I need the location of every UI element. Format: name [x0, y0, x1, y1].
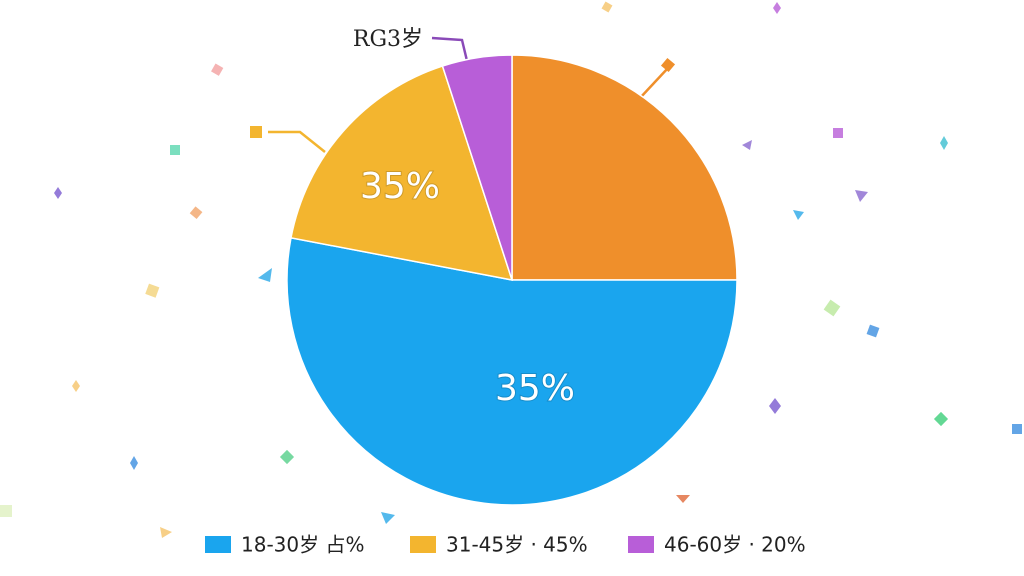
annotation: RG3岁	[353, 27, 423, 52]
annotations: 35% 35% RG3岁	[353, 27, 576, 410]
leader-lines	[250, 36, 676, 153]
legend-swatch	[205, 536, 231, 553]
legend: 18-30岁 占% 31-45岁 · 45% 46-60岁 · 20%	[205, 533, 806, 557]
annotation: 35%	[360, 166, 440, 207]
pie-slice	[441, 54, 513, 281]
legend-label: 31-45岁 · 45%	[446, 533, 588, 557]
legend-label: 46-60岁 · 20%	[664, 533, 806, 557]
pie-slice	[290, 65, 514, 281]
pie	[286, 54, 738, 506]
legend-swatch	[628, 536, 654, 553]
pie-slice	[511, 54, 738, 281]
pie-slice	[286, 236, 738, 506]
legend-label: 18-30岁 占%	[241, 533, 364, 557]
legend-swatch	[410, 536, 436, 553]
confetti	[0, 1, 1022, 538]
annotation: 35%	[495, 368, 575, 409]
